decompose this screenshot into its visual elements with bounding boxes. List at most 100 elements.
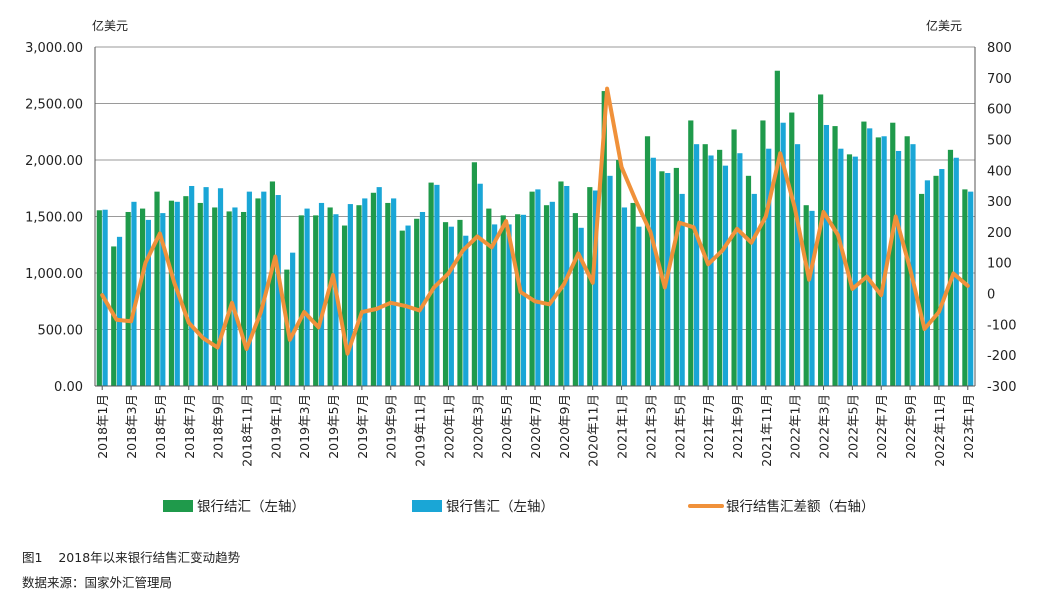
bar-sales — [232, 207, 238, 386]
bar-settlement — [933, 175, 939, 386]
right-y-tick-label: 800 — [987, 41, 1012, 56]
x-tick-label: 2021年11月 — [759, 394, 774, 467]
bar-sales — [261, 191, 267, 386]
bar-settlement — [356, 205, 362, 386]
bar-settlement — [760, 120, 766, 386]
x-tick-label: 2021年9月 — [730, 394, 745, 459]
x-tick-label: 2022年5月 — [845, 394, 860, 459]
bar-settlement — [486, 208, 492, 386]
bar-settlement — [688, 120, 694, 386]
bar-settlement — [385, 202, 391, 386]
bar-sales — [823, 124, 830, 386]
bar-sales — [116, 236, 123, 386]
x-tick-label: 2020年11月 — [586, 394, 601, 467]
x-tick-label: 2021年5月 — [672, 394, 687, 459]
x-tick-label: 2020年1月 — [441, 394, 456, 459]
bar-sales — [924, 180, 931, 386]
x-tick-label: 2019年9月 — [384, 394, 399, 459]
right-y-tick-label: 200 — [987, 226, 1012, 241]
bar-settlement — [428, 182, 434, 386]
bar-settlement — [341, 225, 348, 386]
bar-settlement — [168, 200, 175, 386]
bar-sales — [535, 189, 541, 386]
x-tick-label: 2021年7月 — [701, 394, 716, 459]
bar-sales — [347, 204, 353, 386]
bar-sales — [852, 156, 858, 386]
x-tick-label: 2022年1月 — [788, 394, 803, 459]
bar-settlement — [717, 149, 723, 386]
bar-settlement — [616, 160, 622, 386]
bar-sales — [217, 188, 224, 386]
bar-settlement — [644, 136, 651, 386]
bar-settlement — [803, 205, 809, 386]
x-tick-label: 2020年5月 — [499, 394, 514, 459]
bar-sales — [318, 202, 325, 386]
right-y-tick-label: -200 — [987, 349, 1017, 364]
bar-sales — [751, 193, 757, 386]
x-tick-label: 2023年1月 — [961, 394, 976, 459]
left-y-tick-label: 0.00 — [54, 380, 83, 395]
bar-sales — [621, 207, 628, 386]
left-y-tick-label: 3,000.00 — [25, 41, 83, 56]
bar-sales — [246, 191, 252, 386]
x-tick-label: 2021年3月 — [643, 394, 658, 459]
x-tick-label: 2018年5月 — [153, 394, 168, 459]
bar-settlement — [154, 191, 160, 386]
left-y-tick-label: 1,500.00 — [25, 211, 83, 226]
bar-settlement — [327, 207, 333, 386]
bar-settlement — [515, 214, 521, 386]
bar-sales — [593, 190, 599, 386]
x-tick-label: 2022年9月 — [903, 394, 918, 459]
bar-sales — [391, 198, 397, 386]
bar-settlement — [818, 94, 824, 387]
bar-settlement — [543, 205, 550, 386]
bar-settlement — [890, 122, 896, 387]
bar-sales — [953, 157, 959, 386]
bar-settlement — [630, 202, 636, 386]
figure-source: 数据来源：国家外汇管理局 — [22, 575, 173, 590]
bar-settlement — [255, 198, 261, 386]
axis-layer: 3,000.00 2,500.00 2,000.00 1,500.00 1,000.00… — [25, 41, 1016, 467]
x-tick-label: 2021年1月 — [615, 394, 630, 459]
figure-label: 图1 — [22, 550, 43, 565]
bar-settlement — [875, 137, 881, 386]
bar-sales — [203, 187, 209, 386]
right-y-tick-label: 700 — [987, 72, 1012, 87]
x-tick-label: 2018年1月 — [95, 394, 110, 459]
net-balance-line — [100, 86, 970, 356]
bar-settlement — [457, 219, 463, 386]
left-y-tick-label: 1,000.00 — [25, 267, 83, 282]
x-tick-label: 2018年7月 — [182, 394, 197, 459]
bar-sales — [506, 224, 512, 386]
bar-sales — [737, 153, 743, 386]
bar-sales — [867, 128, 873, 387]
bar-settlement — [414, 218, 420, 386]
right-y-tick-label: 600 — [987, 103, 1012, 118]
bar-settlement — [731, 129, 737, 387]
bar-sales — [708, 155, 714, 386]
bar-sales — [693, 144, 700, 386]
x-tick-label: 2020年7月 — [528, 394, 543, 459]
bar-sales — [304, 208, 310, 386]
bar-settlement — [601, 91, 607, 386]
right-y-tick-label: 400 — [987, 164, 1012, 179]
bar-settlement — [832, 126, 838, 386]
x-tick-label: 2019年3月 — [297, 394, 312, 459]
bar-settlement — [471, 162, 477, 386]
bar-sales — [895, 150, 902, 386]
bar-sales — [520, 214, 527, 386]
legend: 银行结汇（左轴） 银行售汇（左轴） 银行结售汇差额（右轴） — [163, 499, 875, 515]
bar-settlement — [673, 167, 679, 386]
x-tick-label: 2020年9月 — [557, 394, 572, 459]
bar-sales — [160, 213, 166, 386]
bar-sales — [564, 185, 570, 386]
left-y-tick-label: 2,500.00 — [25, 98, 83, 113]
bar-sales — [636, 226, 642, 386]
x-tick-label: 2018年9月 — [211, 394, 226, 459]
bar-sales — [650, 157, 656, 386]
bar-settlement — [919, 193, 925, 386]
bar-sales — [549, 201, 555, 386]
right-y-tick-label: 500 — [987, 133, 1012, 148]
bar-settlement — [370, 192, 377, 386]
